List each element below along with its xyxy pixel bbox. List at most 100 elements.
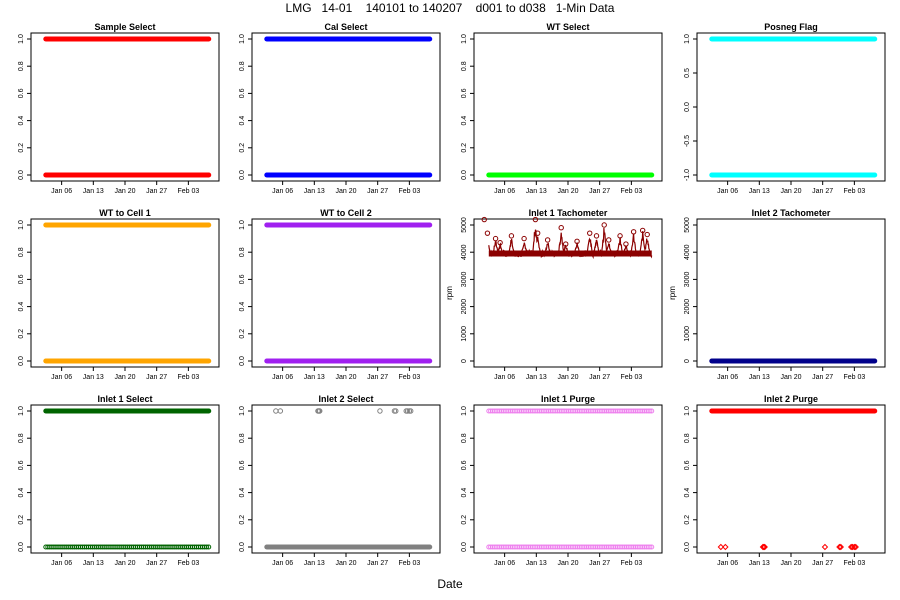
y-tick-label: 0.0 [239,542,246,552]
peak-point [532,216,539,223]
x-tick-label: Jan 27 [812,560,833,567]
y-tick-label: -1.0 [684,169,691,181]
y-tick-label: 0.4 [239,488,246,498]
x-tick-label: Jan 27 [146,188,167,195]
peak-point [521,235,527,242]
y-tick-label: 1.0 [239,220,246,230]
y-tick-label: 0.6 [239,460,246,470]
y-tick-label: 1.0 [18,34,25,44]
panel-title: Inlet 1 Select [97,394,152,404]
data-point [408,408,414,414]
y-tick-label: 0.0 [461,170,468,180]
y-tick-label: 1.0 [684,34,691,44]
x-tick-label: Jan 13 [526,188,547,195]
y-tick-label: 0.2 [684,515,691,525]
peak-point [617,233,623,239]
x-tick-label: Jan 20 [114,560,135,567]
data-point [647,544,653,550]
y-tick-label: 0.2 [239,329,246,339]
y-tick-label: 0.6 [239,88,246,98]
x-tick-label: Jan 13 [526,560,547,567]
x-tick-label: Jan 06 [51,374,72,381]
y-tick-label: 0.8 [461,61,468,71]
y-tick-label: 1.0 [18,406,25,416]
y-tick-label: 0.4 [239,116,246,126]
panel-title: Inlet 2 Tachometer [752,208,831,218]
plot-frame-10 [251,404,441,554]
plot-frame-6 [251,218,441,368]
panel-title: Inlet 2 Purge [764,394,818,404]
peak-point [558,225,564,231]
peak-point [601,222,607,228]
y-tick-label: 0.4 [461,488,468,498]
peak-point [623,241,629,247]
peak-point [593,233,600,239]
x-tick-label: Jan 06 [272,560,293,567]
data-point [647,408,653,414]
x-tick-label: Jan 13 [749,374,770,381]
y-tick-label: 0 [461,359,468,363]
y-tick-label: 0.4 [239,302,246,312]
y-tick-label: 1000 [684,326,691,342]
x-tick-label: Jan 27 [146,374,167,381]
x-tick-label: Jan 20 [780,560,801,567]
y-tick-label: 0.2 [18,515,25,525]
y-tick-label: 1.0 [461,34,468,44]
x-tick-label: Jan 20 [114,374,135,381]
y-tick-label: 4000 [461,244,468,260]
peak-point [544,237,551,243]
peak-point [481,216,487,223]
x-tick-label: Jan 06 [51,560,72,567]
x-tick-label: Feb 03 [843,188,865,195]
panel-title: Sample Select [94,22,155,32]
y-tick-label: 0.8 [684,433,691,443]
x-tick-label: Jan 20 [780,374,801,381]
x-tick-label: Jan 13 [83,374,104,381]
x-tick-label: Jan 13 [526,374,547,381]
peak-point [574,238,580,245]
y-tick-label: 0.4 [18,302,25,312]
x-tick-label: Jan 06 [494,374,515,381]
y-tick-label: 0.0 [18,542,25,552]
peak-point [508,233,515,239]
data-point [761,543,768,551]
y-tick-label: 0.8 [239,433,246,443]
data-point [722,543,729,551]
y-tick-label: 0.8 [239,247,246,257]
y-tick-label: 0.6 [684,460,691,470]
data-point [277,408,284,414]
y-tick-label: 0.8 [18,247,25,257]
data-point [317,408,323,414]
x-tick-label: Feb 03 [620,188,642,195]
y-tick-label: 0.2 [18,143,25,153]
x-tick-label: Jan 20 [780,188,801,195]
x-tick-label: Jan 27 [589,188,610,195]
x-tick-label: Jan 13 [83,188,104,195]
y-tick-label: 0.2 [239,143,246,153]
x-tick-label: Feb 03 [843,374,865,381]
y-tick-label: 1.0 [684,406,691,416]
x-tick-label: Jan 06 [717,560,738,567]
x-tick-label: Jan 13 [304,188,325,195]
x-tick-label: Jan 27 [146,560,167,567]
y-tick-label: 1.0 [461,406,468,416]
x-tick-label: Jan 13 [749,188,770,195]
x-tick-label: Feb 03 [398,374,420,381]
y-tick-label: 1.0 [239,34,246,44]
x-tick-label: Jan 06 [272,374,293,381]
data-point [377,408,383,414]
peak-point [606,237,612,243]
peak-point [644,231,650,238]
data-point [851,543,858,551]
y-tick-label: 0.4 [18,488,25,498]
y-tick-label: 3000 [684,272,691,288]
y-tick-label: 0.4 [461,116,468,126]
y-tick-label: 0.0 [18,170,25,180]
x-tick-label: Feb 03 [398,188,420,195]
x-tick-label: Jan 27 [589,374,610,381]
x-tick-label: Jan 13 [304,374,325,381]
y-tick-label: 0.4 [684,488,691,498]
y-tick-label: 0.0 [684,542,691,552]
